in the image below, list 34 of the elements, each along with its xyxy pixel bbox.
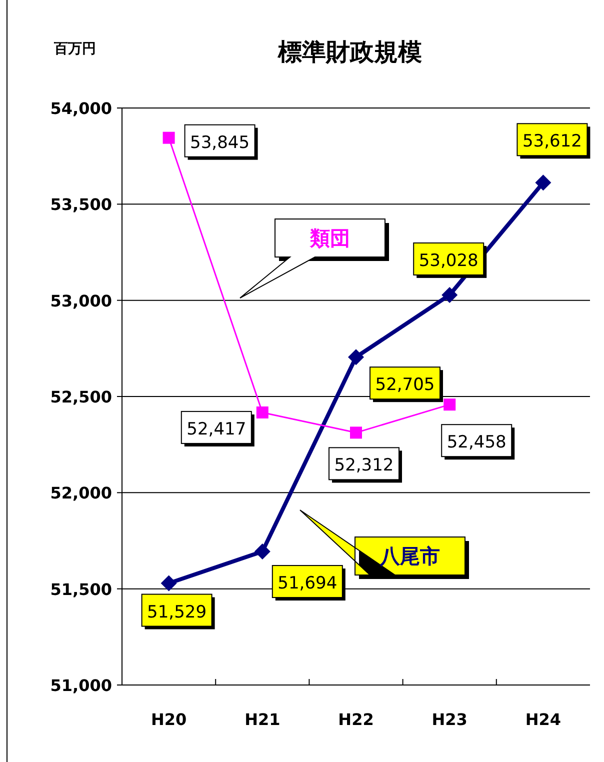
y-tick-label: 51,000 [50, 676, 112, 695]
text: 八尾市 [379, 544, 440, 568]
point [348, 349, 364, 366]
point [350, 426, 362, 439]
y-tick-label: 51,500 [50, 580, 112, 599]
y-tick-label: 53,000 [50, 291, 112, 310]
point [160, 575, 177, 592]
y-tick-label: 53,500 [50, 195, 112, 214]
data-label: 52,417 [186, 419, 246, 440]
x-tick-label: H23 [432, 710, 468, 729]
x-tick-label: H21 [244, 710, 280, 729]
data-label: 52,312 [334, 456, 394, 476]
data-label: 53,028 [418, 250, 478, 271]
data-label: 51,529 [147, 602, 207, 622]
x-tick-label: H24 [525, 710, 562, 729]
data-label: 53,845 [190, 132, 250, 153]
x-tick-label: H22 [338, 710, 374, 729]
text: 類団 [309, 226, 350, 250]
data-label: 52,705 [375, 375, 435, 396]
point [162, 132, 175, 144]
data-label: 52,458 [446, 432, 506, 453]
y-axis-title: 百万円 [53, 41, 96, 57]
point [254, 544, 270, 560]
y-tick-label: 52,500 [50, 388, 112, 406]
point [535, 174, 552, 191]
x-tick-label: H20 [150, 710, 187, 729]
chart-title: 標準財政規模 [277, 38, 422, 66]
y-tick-label: 52,000 [50, 484, 112, 503]
point [444, 398, 456, 411]
data-label: 51,694 [278, 574, 338, 594]
point [256, 406, 268, 418]
point [442, 286, 458, 303]
y-tick-label: 54,000 [50, 99, 112, 118]
data-label: 53,612 [522, 132, 582, 152]
